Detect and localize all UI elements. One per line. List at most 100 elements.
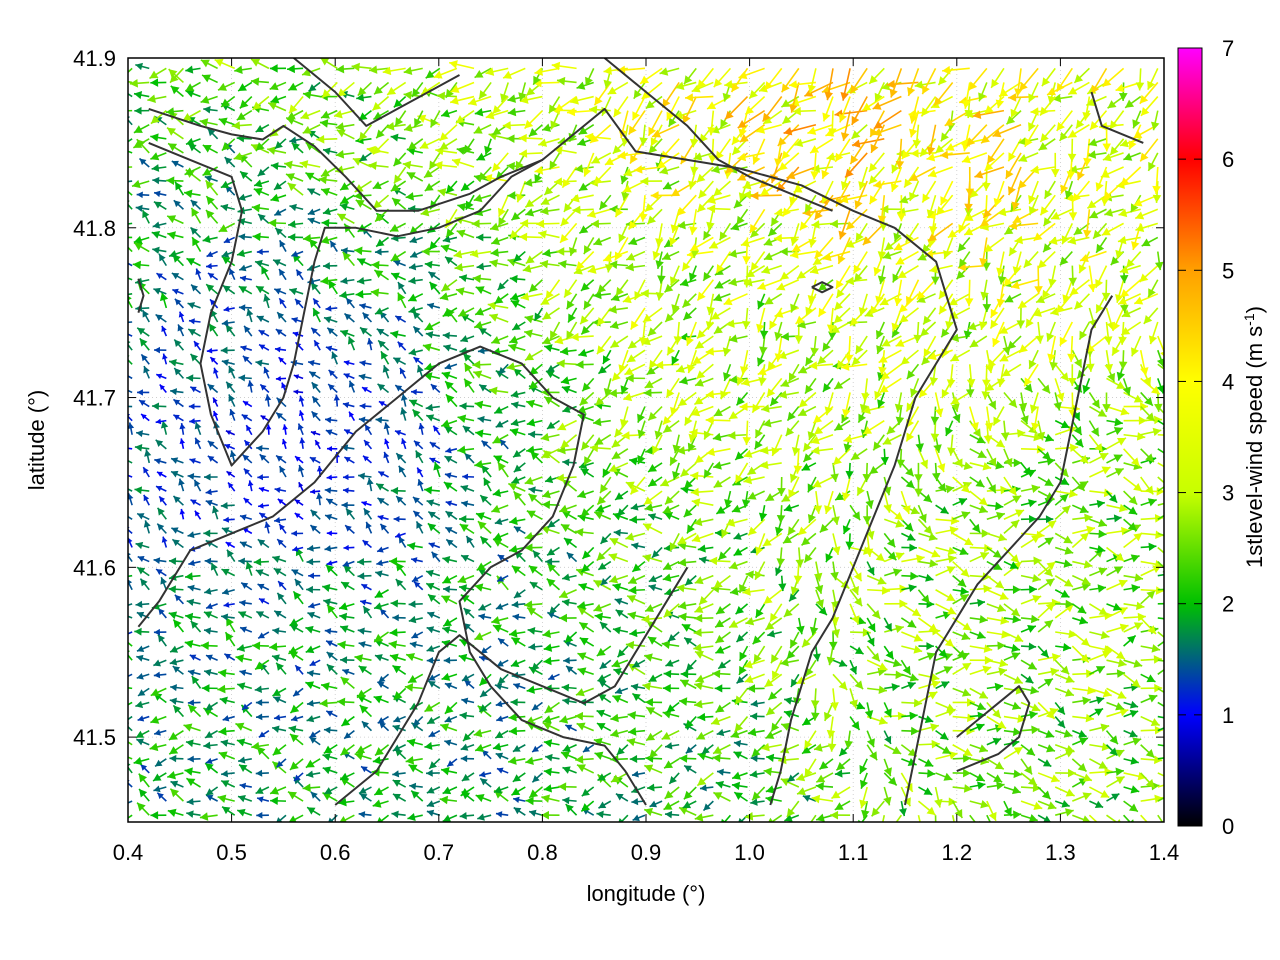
wind-vector [625, 481, 646, 492]
wind-vector [415, 521, 424, 534]
wind-vector [306, 585, 321, 594]
wind-vector [751, 392, 766, 414]
wind-vector [366, 477, 374, 492]
wind-vector [1106, 669, 1126, 678]
wind-vector [810, 336, 819, 357]
wind-vector [310, 282, 321, 295]
wind-vector [224, 631, 236, 647]
wind-vector [849, 645, 864, 655]
wind-vector [205, 757, 218, 765]
wind-vector [358, 373, 372, 381]
wind-vector [239, 514, 253, 521]
wind-vector [526, 445, 543, 455]
wind-vector [327, 279, 338, 295]
wind-vector [273, 610, 287, 619]
wind-vector [136, 738, 150, 746]
wind-vector [1003, 810, 1022, 819]
wind-vector [428, 673, 441, 682]
wind-vector [815, 782, 834, 791]
wind-vector [373, 786, 389, 796]
wind-vector [345, 507, 356, 520]
wind-vector [1123, 612, 1146, 622]
wind-vector [133, 235, 150, 244]
wind-vector [901, 698, 923, 708]
wind-vector [845, 236, 868, 248]
wind-vector [861, 405, 885, 415]
wind-vector [805, 659, 817, 677]
wind-vector [937, 67, 954, 86]
wind-vector [531, 701, 543, 711]
wind-vector [866, 574, 887, 585]
wind-vector [412, 325, 424, 337]
wind-vector [220, 346, 235, 355]
wind-vector [272, 744, 287, 756]
wind-vector [594, 612, 611, 622]
wind-vector [992, 406, 1005, 426]
wind-vector [1003, 631, 1024, 643]
wind-vector [1037, 677, 1054, 690]
wind-vector [457, 414, 475, 423]
wind-vector [1123, 634, 1137, 647]
wind-vector [811, 220, 834, 229]
wind-vector [1020, 725, 1040, 735]
wind-vector [662, 420, 680, 434]
wind-vector [759, 321, 769, 339]
wind-vector [1106, 454, 1123, 464]
wind-vector [257, 213, 270, 224]
wind-vector [610, 713, 628, 723]
wind-vector [942, 65, 970, 75]
wind-vector [751, 744, 766, 758]
wind-vector [418, 422, 425, 435]
wind-vector [1118, 208, 1141, 218]
wind-vector [817, 349, 834, 365]
wind-vector [174, 594, 185, 605]
wind-vector [884, 624, 904, 634]
wind-vector [310, 509, 321, 520]
wind-vector [989, 307, 1005, 330]
wind-vector [1054, 546, 1074, 555]
wind-vector [191, 236, 202, 252]
wind-vector [243, 467, 253, 478]
wind-vector [241, 701, 253, 711]
wind-vector [128, 372, 133, 380]
wind-vector [690, 487, 714, 497]
wind-vector [785, 420, 800, 437]
wind-vector [536, 219, 560, 229]
wind-vector [167, 808, 184, 817]
wind-vector [459, 402, 475, 411]
wind-vector [207, 440, 219, 450]
wind-vector [715, 631, 731, 644]
wind-vector [400, 393, 408, 407]
wind-vector [1030, 165, 1056, 174]
wind-vector [631, 542, 646, 550]
wind-vector [934, 815, 937, 822]
wind-vector [1025, 307, 1039, 328]
wind-vector [663, 669, 680, 679]
wind-vector [599, 532, 612, 545]
wind-vector [525, 399, 543, 408]
wind-vector [647, 636, 663, 647]
wind-vector [365, 521, 373, 534]
wind-vector [986, 511, 1006, 521]
wind-vector [1020, 686, 1039, 695]
wind-vector [583, 152, 595, 177]
wind-vector [927, 166, 953, 178]
wind-vector [189, 458, 201, 464]
wind-vector [540, 293, 560, 306]
wind-vector [494, 517, 509, 525]
wind-vector [139, 578, 150, 591]
wind-vector [171, 160, 184, 168]
wind-vector [204, 587, 218, 595]
wind-vector [388, 640, 406, 649]
wind-vector [555, 473, 577, 483]
wind-vector [168, 611, 184, 620]
wind-vector [309, 524, 321, 534]
wind-vector [724, 490, 733, 508]
wind-vector [796, 617, 805, 635]
wind-vector [138, 788, 150, 802]
wind-vector [469, 249, 492, 258]
wind-vector [545, 557, 560, 566]
wind-vector [128, 200, 133, 210]
wind-vector [966, 364, 976, 388]
wind-vector [1054, 476, 1070, 486]
